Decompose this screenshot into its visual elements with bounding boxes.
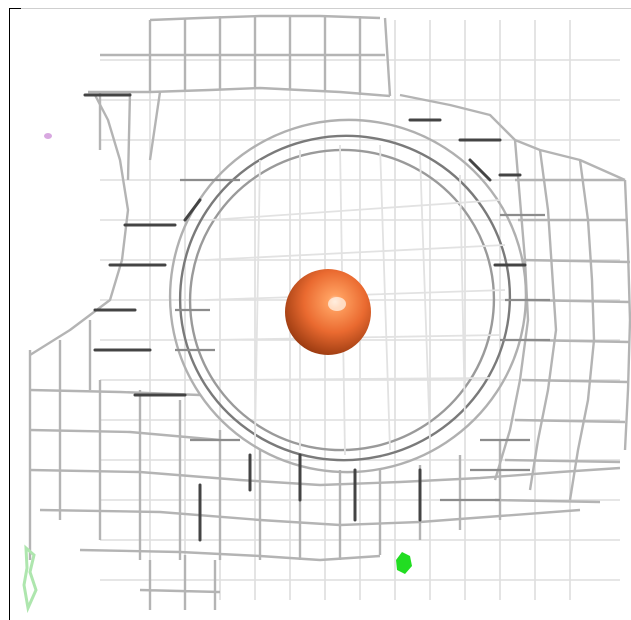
pale-green-density-fragment-icon xyxy=(22,544,38,614)
magenta-dot-icon xyxy=(44,133,52,139)
frame-top-edge xyxy=(9,8,631,9)
density-mesh-outer xyxy=(28,14,631,610)
green-density-blob-icon xyxy=(396,552,412,574)
frame-left-edge xyxy=(9,8,10,620)
frame-corner-tick xyxy=(9,8,21,9)
density-mesh-mid-edges xyxy=(175,178,550,502)
ion-sphere[interactable] xyxy=(285,269,371,355)
density-mesh-dark-edges xyxy=(83,93,527,542)
